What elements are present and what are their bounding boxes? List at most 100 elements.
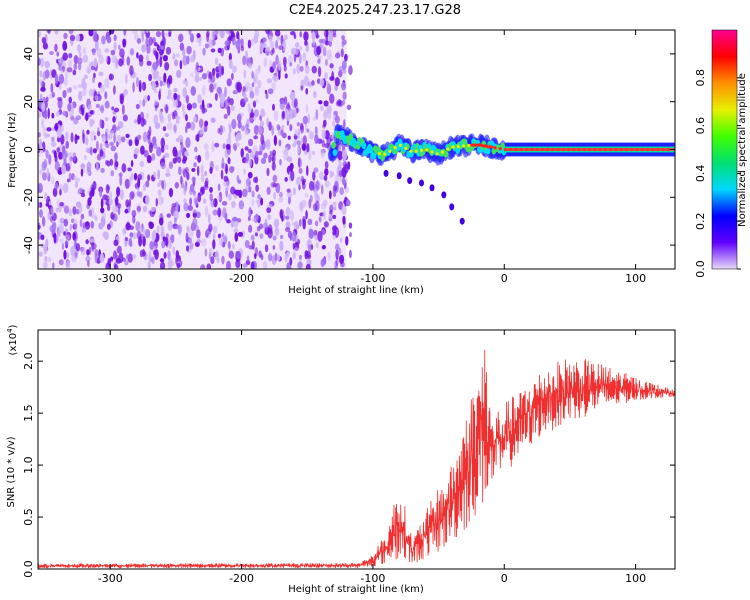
noise-blob [50,216,54,223]
noise-blob [308,180,315,191]
noise-blob [99,253,105,264]
noise-blob [95,161,99,173]
noise-blob [160,137,166,149]
noise-blob [210,48,216,53]
tail-point [459,217,465,225]
noise-blob [278,45,284,50]
track-peak [393,145,397,150]
noise-blob [109,191,113,200]
noise-blob [119,48,125,58]
noise-blob [159,80,163,87]
noise-blob [129,232,134,238]
noise-blob [55,111,60,117]
noise-blob [264,89,268,95]
noise-blob [143,150,149,158]
noise-blob [312,171,316,181]
noise-blob [244,81,251,90]
noise-blob [141,83,145,90]
noise-blob [39,209,43,218]
noise-blob [301,143,307,152]
noise-blob [227,241,231,250]
noise-blob [223,162,227,171]
noise-blob [158,48,165,56]
noise-blob [235,259,241,268]
noise-blob [264,244,269,253]
noise-blob [153,171,157,178]
noise-blob [200,163,204,175]
noise-blob [349,232,352,238]
noise-blob [38,224,41,230]
noise-blob [198,118,204,129]
noise-blob [307,113,311,124]
noise-blob [139,59,144,67]
noise-blob [44,192,48,200]
noise-blob [113,263,119,269]
noise-blob [161,240,166,249]
noise-blob [189,33,195,43]
noise-blob [271,125,275,136]
spectrogram-x-tick-label: -300 [98,272,123,285]
noise-blob [39,70,43,78]
noise-blob [320,38,326,43]
noise-blob [87,197,92,207]
noise-blob [113,85,116,95]
noise-blob [130,172,134,181]
noise-blob [176,156,182,164]
noise-blob [72,85,78,90]
noise-blob [219,92,226,104]
noise-blob [324,168,329,176]
noise-blob [129,48,135,56]
noise-blob [267,214,272,220]
noise-blob [316,45,322,56]
track-peak [414,149,418,153]
spectrogram-y-tick-label: 0 [22,146,35,153]
noise-blob [109,141,114,146]
noise-blob [241,125,245,132]
noise-blob [189,121,196,131]
noise-blob [166,121,173,131]
noise-blob [201,99,205,109]
noise-blob [271,149,277,157]
noise-blob [39,169,44,175]
noise-blob [39,93,43,101]
noise-blob [96,131,101,137]
noise-blob [197,192,202,203]
noise-blob [339,187,344,196]
noise-blob [299,255,302,264]
noise-blob [255,213,259,221]
noise-blob [194,74,200,83]
noise-blob [162,126,167,132]
noise-blob [289,124,293,132]
noise-blob [268,35,273,42]
noise-blob [299,65,304,72]
noise-blob [279,99,285,110]
noise-blob [82,82,87,90]
noise-blob [40,87,46,92]
noise-blob [307,81,313,88]
noise-blob [148,221,154,230]
noise-blob [300,124,305,134]
track-peak [461,144,466,148]
noise-blob [247,62,253,69]
noise-blob [254,86,260,97]
noise-blob [242,263,248,268]
noise-blob [198,76,203,82]
noise-blob [232,37,236,46]
noise-blob [185,232,189,243]
snr-y-axis: 0.0 0.5 1.0 1.5 2.0 [22,352,675,578]
noise-blob [124,237,129,242]
noise-blob [165,32,168,37]
noise-blob [232,216,238,222]
noise-blob [212,239,216,250]
noise-blob [161,180,165,190]
noise-blob [113,133,116,144]
noise-blob [132,81,135,93]
noise-blob [148,250,152,261]
noise-blob [185,94,190,104]
noise-blob [113,239,119,247]
noise-blob [323,175,328,181]
noise-blob [176,69,182,79]
noise-blob [187,205,193,212]
noise-blob [50,206,55,217]
noise-blob [111,129,115,135]
